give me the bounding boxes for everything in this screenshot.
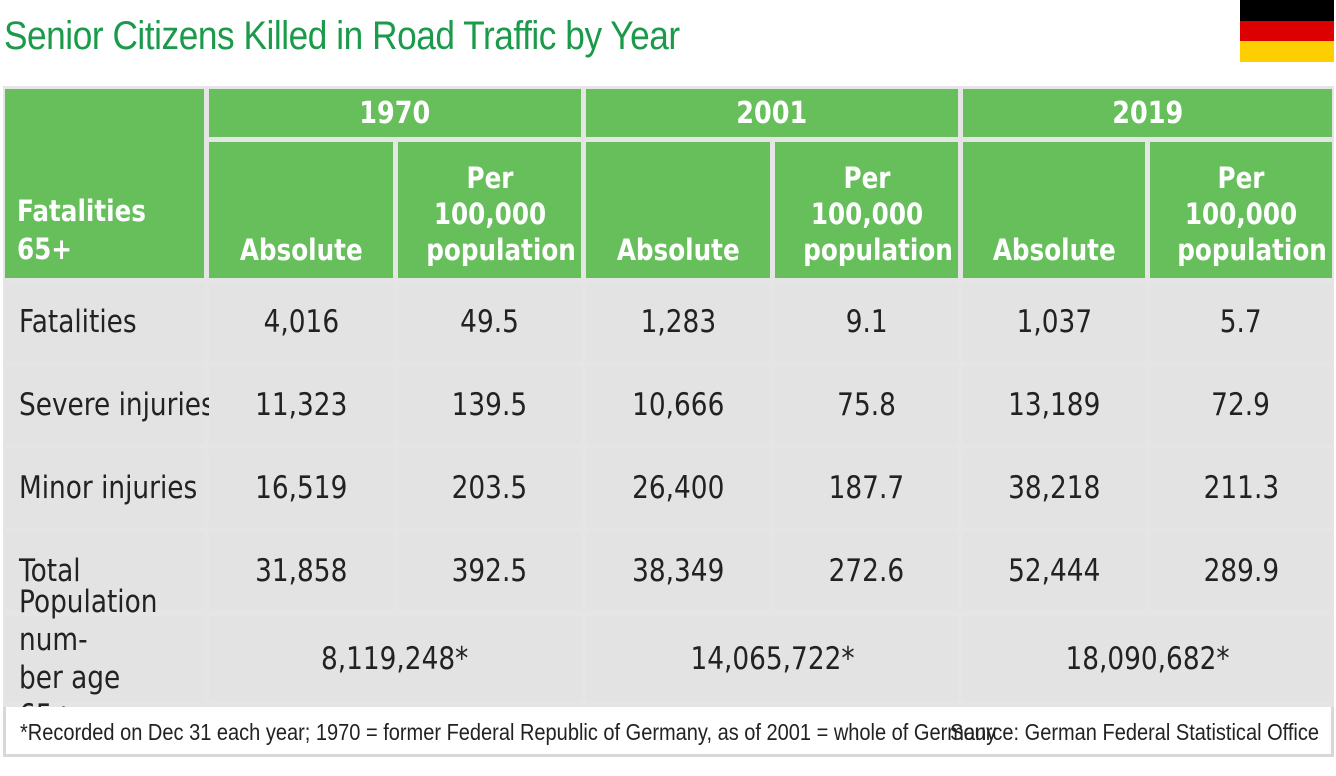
row-label: Minor injuries [5,449,204,527]
table-cell: 38,349 [586,532,770,610]
table-cell: 9.1 [775,283,958,361]
cell-value: 13,189 [1007,387,1101,423]
cell-value: 392.5 [451,553,528,589]
subheader-label: Absolute [992,233,1116,267]
subheader-label: Absolute [239,233,363,267]
cell-value: 38,218 [1007,470,1101,506]
population-2019: 18,090,682* [963,616,1332,702]
table-cell: 392.5 [398,532,581,610]
table-cell: 4,016 [209,283,393,361]
footnote-text: *Recorded on Dec 31 each year; 1970 = fo… [20,719,997,745]
cell-value: 75.8 [837,387,896,423]
table-cell: 187.7 [775,449,958,527]
table-cell: 13,189 [963,366,1145,444]
cell-value: 187.7 [828,470,905,506]
population-value: 14,065,722* [689,641,855,677]
subheader-label: Per 100,000 population [425,161,576,267]
table-cell: 5.7 [1150,283,1332,361]
cell-value: 1,283 [640,304,716,340]
year-header-2019: 2019 [963,89,1332,137]
population-1970: 8,119,248* [209,616,581,702]
cell-value: 5.7 [1220,304,1262,340]
cell-value: 26,400 [631,470,725,506]
subheader-per-100000: Per 100,000 population [775,142,958,278]
subheader-per-100000: Per 100,000 population [398,142,581,278]
table-cell: 38,218 [963,449,1145,527]
cell-value: 38,349 [631,553,725,589]
table-cell: 75.8 [775,366,958,444]
subheader-label: Per 100,000 population [1177,161,1327,267]
cell-value: 11,323 [254,387,348,423]
table-cell: 289.9 [1150,532,1332,610]
subheader-label: Per 100,000 population [802,161,953,267]
cell-value: 139.5 [451,387,528,423]
cell-value: 211.3 [1203,470,1279,506]
subheader-per-100000: Per 100,000 population [1150,142,1332,278]
population-2001: 14,065,722* [586,616,958,702]
population-row-label: Population num-ber age 65+ [5,584,204,734]
table-cell: 52,444 [963,532,1145,610]
table-cell: 211.3 [1150,449,1332,527]
cell-value: 16,519 [254,470,348,506]
cell-value: 10,666 [631,387,725,423]
table-cell: 26,400 [586,449,770,527]
table-cell: 1,283 [586,283,770,361]
year-label: 2001 [736,95,808,131]
table-cell: 49.5 [398,283,581,361]
cell-value: 72.9 [1211,387,1271,423]
row-label-text: Total [19,553,81,589]
table-cell: 1,037 [963,283,1145,361]
table-cell: 72.9 [1150,366,1332,444]
row-label: Fatalities [5,283,204,361]
cell-value: 1,037 [1016,304,1092,340]
year-header-2001: 2001 [586,89,958,137]
chart-title: Senior Citizens Killed in Road Traffic b… [4,14,680,58]
source-text: Source: German Federal Statistical Offic… [950,719,1319,745]
table-cell: 31,858 [209,532,393,610]
population-value: 18,090,682* [1065,641,1230,677]
cell-value: 9.1 [845,304,888,340]
year-label: 1970 [359,95,431,131]
row-label: Severe injuries [5,366,215,444]
population-label-line: Population num- [19,584,158,658]
subheader-absolute: Absolute [209,142,393,278]
table-cell: 203.5 [398,449,581,527]
subheader-absolute: Absolute [963,142,1145,278]
cell-value: 203.5 [451,470,528,506]
table-cell: 11,323 [209,366,393,444]
germany-flag-icon [1240,0,1334,62]
population-value: 8,119,248* [321,641,469,677]
row-label: Total [5,532,204,610]
data-table: Fatalities 65+ 1970 2001 2019 Absolute P… [3,86,1334,757]
year-header-1970: 1970 [209,89,581,137]
cell-value: 4,016 [263,304,339,340]
corner-header: Fatalities 65+ [5,89,204,278]
cell-value: 272.6 [828,553,905,589]
footnote-bar: *Recorded on Dec 31 each year; 1970 = fo… [3,707,1334,757]
table-cell: 139.5 [398,366,581,444]
table-cell: 16,519 [209,449,393,527]
row-label-text: Fatalities [19,304,137,340]
cell-value: 31,858 [254,553,348,589]
row-label-text: Minor injuries [19,470,198,506]
cell-value: 52,444 [1007,553,1101,589]
cell-value: 49.5 [460,304,519,340]
table-cell: 10,666 [586,366,770,444]
corner-header-label: Fatalities 65+ [17,194,146,266]
cell-value: 289.9 [1203,553,1279,589]
row-label-text: Severe injuries [19,387,215,423]
table-cell: 272.6 [775,532,958,610]
year-label: 2019 [1112,95,1183,131]
subheader-absolute: Absolute [586,142,770,278]
subheader-label: Absolute [616,233,740,267]
